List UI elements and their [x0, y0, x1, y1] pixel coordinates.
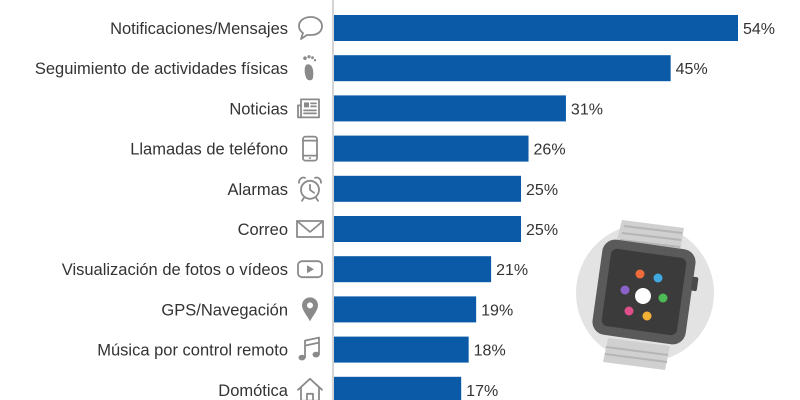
category-label: GPS/Navegación — [161, 301, 288, 319]
bar — [334, 55, 671, 82]
category-label: Correo — [238, 221, 288, 239]
value-label: 45% — [676, 61, 708, 78]
bars-layer: Notificaciones/Mensajes 54% Seguimiento de… — [35, 15, 775, 400]
category-label: Noticias — [229, 100, 288, 118]
home-icon — [297, 377, 323, 400]
bar — [334, 256, 492, 283]
speech-bubble-icon — [298, 16, 323, 40]
value-label: 17% — [466, 383, 498, 400]
category-label: Música por control remoto — [97, 342, 288, 360]
bar — [334, 15, 738, 41]
music-note-icon — [298, 336, 320, 361]
smartwatch-illustration — [576, 220, 714, 370]
play-video-icon — [297, 260, 323, 279]
category-label: Domótica — [218, 382, 289, 400]
value-label: 21% — [496, 262, 528, 279]
value-label: 19% — [481, 302, 513, 319]
value-label: 25% — [526, 222, 558, 239]
category-label: Seguimiento de actividades físicas — [35, 60, 288, 78]
bar — [334, 135, 529, 162]
bar — [334, 296, 477, 323]
map-pin-icon — [302, 297, 318, 322]
footprint-icon — [303, 55, 317, 81]
value-label: 54% — [743, 21, 775, 38]
smartphone-icon — [302, 135, 318, 162]
envelope-icon — [296, 220, 324, 238]
newspaper-icon — [297, 98, 320, 119]
bar — [334, 216, 522, 242]
value-label: 26% — [534, 142, 566, 159]
category-label: Alarmas — [227, 181, 288, 199]
category-label: Notificaciones/Mensajes — [110, 20, 288, 38]
bar — [334, 376, 462, 400]
category-label: Llamadas de teléfono — [130, 141, 288, 159]
value-label: 18% — [474, 343, 506, 360]
value-label: 31% — [571, 101, 603, 118]
bar — [334, 95, 566, 122]
value-label: 25% — [526, 182, 558, 199]
bar — [334, 175, 522, 202]
category-label: Visualización de fotos o vídeos — [62, 261, 288, 279]
bar — [334, 336, 469, 363]
alarm-clock-icon — [298, 176, 322, 202]
